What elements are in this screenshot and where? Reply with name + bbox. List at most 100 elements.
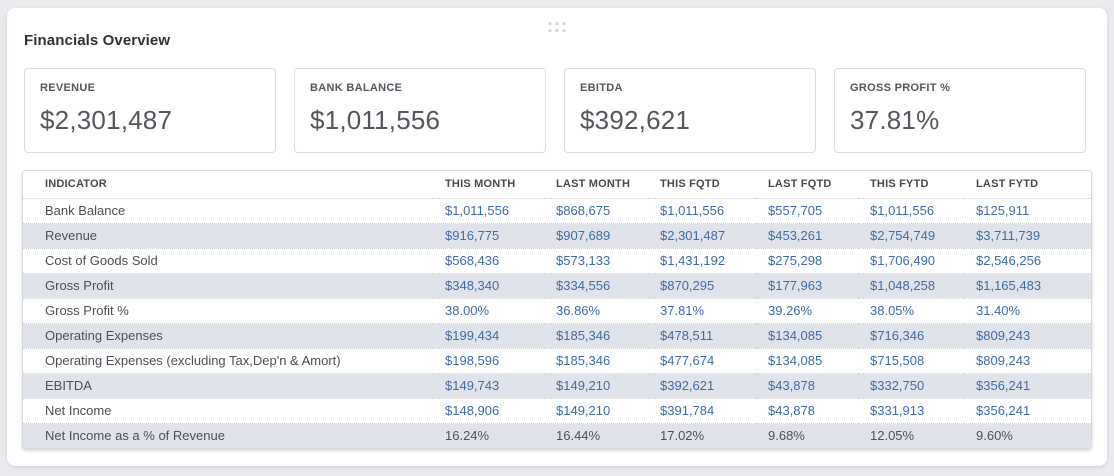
table-header-row: INDICATOR THIS MONTH LAST MONTH THIS FQT… — [23, 171, 1091, 199]
value-cell[interactable]: $1,706,490 — [858, 248, 964, 274]
indicator-cell: Net Income — [23, 398, 433, 424]
indicator-cell: Net Income as a % of Revenue — [45, 428, 225, 444]
value-cell[interactable]: $916,775 — [433, 223, 544, 249]
value-cell[interactable]: $478,511 — [648, 323, 756, 349]
value-cell: 16.24% — [445, 428, 490, 444]
value-cell[interactable]: $43,878 — [756, 398, 858, 424]
column-header-last-month: LAST MONTH — [544, 171, 648, 199]
value-cell[interactable]: $907,689 — [544, 223, 648, 249]
kpi-label: GROSS PROFIT % — [850, 82, 951, 94]
indicator-cell: Operating Expenses — [23, 323, 433, 349]
value-cell[interactable]: $177,963 — [756, 273, 858, 299]
table-row: Gross Profit $348,340 $334,556 $870,295 … — [23, 273, 1091, 299]
page-title: Financials Overview — [24, 32, 171, 49]
column-header-indicator: INDICATOR — [23, 171, 433, 199]
value-cell[interactable]: $2,301,487 — [648, 223, 756, 249]
value-cell[interactable]: $125,911 — [964, 198, 1091, 224]
value-cell[interactable]: $275,298 — [756, 248, 858, 274]
indicator-cell: Operating Expenses (excluding Tax,Dep'n … — [23, 348, 433, 374]
financials-overview-widget: Financials Overview REVENUE $2,301,487 B… — [7, 8, 1107, 466]
kpi-card-revenue: REVENUE $2,301,487 — [24, 68, 276, 153]
indicator-cell: Gross Profit % — [23, 298, 433, 324]
value-cell[interactable]: $391,784 — [648, 398, 756, 424]
kpi-value: $1,011,556 — [310, 105, 441, 135]
column-header-this-fqtd: THIS FQTD — [648, 171, 756, 199]
table-row: Net Income $148,906 $149,210 $391,784 $4… — [23, 398, 1091, 424]
value-cell: 17.02% — [660, 428, 705, 444]
column-header-this-fytd: THIS FYTD — [858, 171, 964, 199]
column-header-this-month: THIS MONTH — [433, 171, 544, 199]
value-cell[interactable]: $43,878 — [756, 373, 858, 399]
value-cell[interactable]: $1,011,556 — [858, 198, 964, 224]
value-cell[interactable]: $2,546,256 — [964, 248, 1091, 274]
value-cell[interactable]: $573,133 — [544, 248, 648, 274]
kpi-card-gross-profit-pct: GROSS PROFIT % 37.81% — [834, 68, 1086, 153]
drag-handle-icon[interactable] — [548, 22, 566, 32]
value-cell[interactable]: $1,165,483 — [964, 273, 1091, 299]
value-cell[interactable]: $356,241 — [964, 373, 1091, 399]
column-header-last-fytd: LAST FYTD — [964, 171, 1091, 199]
value-cell[interactable]: 38.00% — [433, 298, 544, 324]
kpi-label: EBITDA — [580, 82, 623, 94]
value-cell[interactable]: 36.86% — [544, 298, 648, 324]
value-cell[interactable]: $185,346 — [544, 323, 648, 349]
value-cell[interactable]: 31.40% — [964, 298, 1091, 324]
value-cell: 9.68% — [768, 428, 805, 444]
value-cell[interactable]: $332,750 — [858, 373, 964, 399]
value-cell[interactable]: $1,011,556 — [648, 198, 756, 224]
value-cell: 9.60% — [976, 428, 1013, 444]
value-cell[interactable]: $868,675 — [544, 198, 648, 224]
table-row: Operating Expenses (excluding Tax,Dep'n … — [23, 348, 1091, 374]
value-cell[interactable]: $3,711,739 — [964, 223, 1091, 249]
value-cell[interactable]: $331,913 — [858, 398, 964, 424]
kpi-value: 37.81% — [850, 105, 940, 135]
table-row: EBITDA $149,743 $149,210 $392,621 $43,87… — [23, 373, 1091, 399]
table-row: Revenue $916,775 $907,689 $2,301,487 $45… — [23, 223, 1091, 249]
value-cell[interactable]: $1,431,192 — [648, 248, 756, 274]
value-cell[interactable]: $568,436 — [433, 248, 544, 274]
value-cell[interactable]: $809,243 — [964, 348, 1091, 374]
table-row: Cost of Goods Sold $568,436 $573,133 $1,… — [23, 248, 1091, 274]
indicator-cell: Cost of Goods Sold — [23, 248, 433, 274]
value-cell: 12.05% — [870, 428, 915, 444]
value-cell[interactable]: 39.26% — [756, 298, 858, 324]
kpi-card-ebitda: EBITDA $392,621 — [564, 68, 816, 153]
value-cell[interactable]: 37.81% — [648, 298, 756, 324]
table-row: Operating Expenses $199,434 $185,346 $47… — [23, 323, 1091, 349]
value-cell[interactable]: $453,261 — [756, 223, 858, 249]
kpi-value: $392,621 — [580, 105, 691, 135]
table-row: Gross Profit % 38.00% 36.86% 37.81% 39.2… — [23, 298, 1091, 324]
value-cell[interactable]: $134,085 — [756, 348, 858, 374]
value-cell[interactable]: $198,596 — [433, 348, 544, 374]
value-cell[interactable]: 38.05% — [858, 298, 964, 324]
value-cell[interactable]: $392,621 — [648, 373, 756, 399]
value-cell[interactable]: $809,243 — [964, 323, 1091, 349]
value-cell[interactable]: $477,674 — [648, 348, 756, 374]
kpi-value: $2,301,487 — [40, 105, 173, 135]
value-cell[interactable]: $149,210 — [544, 373, 648, 399]
value-cell[interactable]: $1,011,556 — [433, 198, 544, 224]
kpi-label: BANK BALANCE — [310, 82, 403, 94]
column-header-last-fqtd: LAST FQTD — [756, 171, 858, 199]
value-cell[interactable]: $134,085 — [756, 323, 858, 349]
indicator-cell: Revenue — [23, 223, 433, 249]
value-cell[interactable]: $149,743 — [433, 373, 544, 399]
value-cell[interactable]: $199,434 — [433, 323, 544, 349]
value-cell[interactable]: $148,906 — [433, 398, 544, 424]
value-cell[interactable]: $149,210 — [544, 398, 648, 424]
value-cell[interactable]: $185,346 — [544, 348, 648, 374]
table-row: Bank Balance $1,011,556 $868,675 $1,011,… — [23, 198, 1091, 224]
value-cell[interactable]: $348,340 — [433, 273, 544, 299]
value-cell[interactable]: $716,346 — [858, 323, 964, 349]
kpi-card-bank-balance: BANK BALANCE $1,011,556 — [294, 68, 546, 153]
kpi-row: REVENUE $2,301,487 BANK BALANCE $1,011,5… — [24, 68, 1086, 153]
table-row: Net Income as a % of Revenue 16.24% 16.4… — [23, 423, 1091, 448]
indicator-cell: Gross Profit — [23, 273, 433, 299]
value-cell[interactable]: $2,754,749 — [858, 223, 964, 249]
value-cell[interactable]: $715,508 — [858, 348, 964, 374]
value-cell[interactable]: $870,295 — [648, 273, 756, 299]
value-cell[interactable]: $356,241 — [964, 398, 1091, 424]
value-cell[interactable]: $334,556 — [544, 273, 648, 299]
value-cell[interactable]: $1,048,258 — [858, 273, 964, 299]
value-cell[interactable]: $557,705 — [756, 198, 858, 224]
